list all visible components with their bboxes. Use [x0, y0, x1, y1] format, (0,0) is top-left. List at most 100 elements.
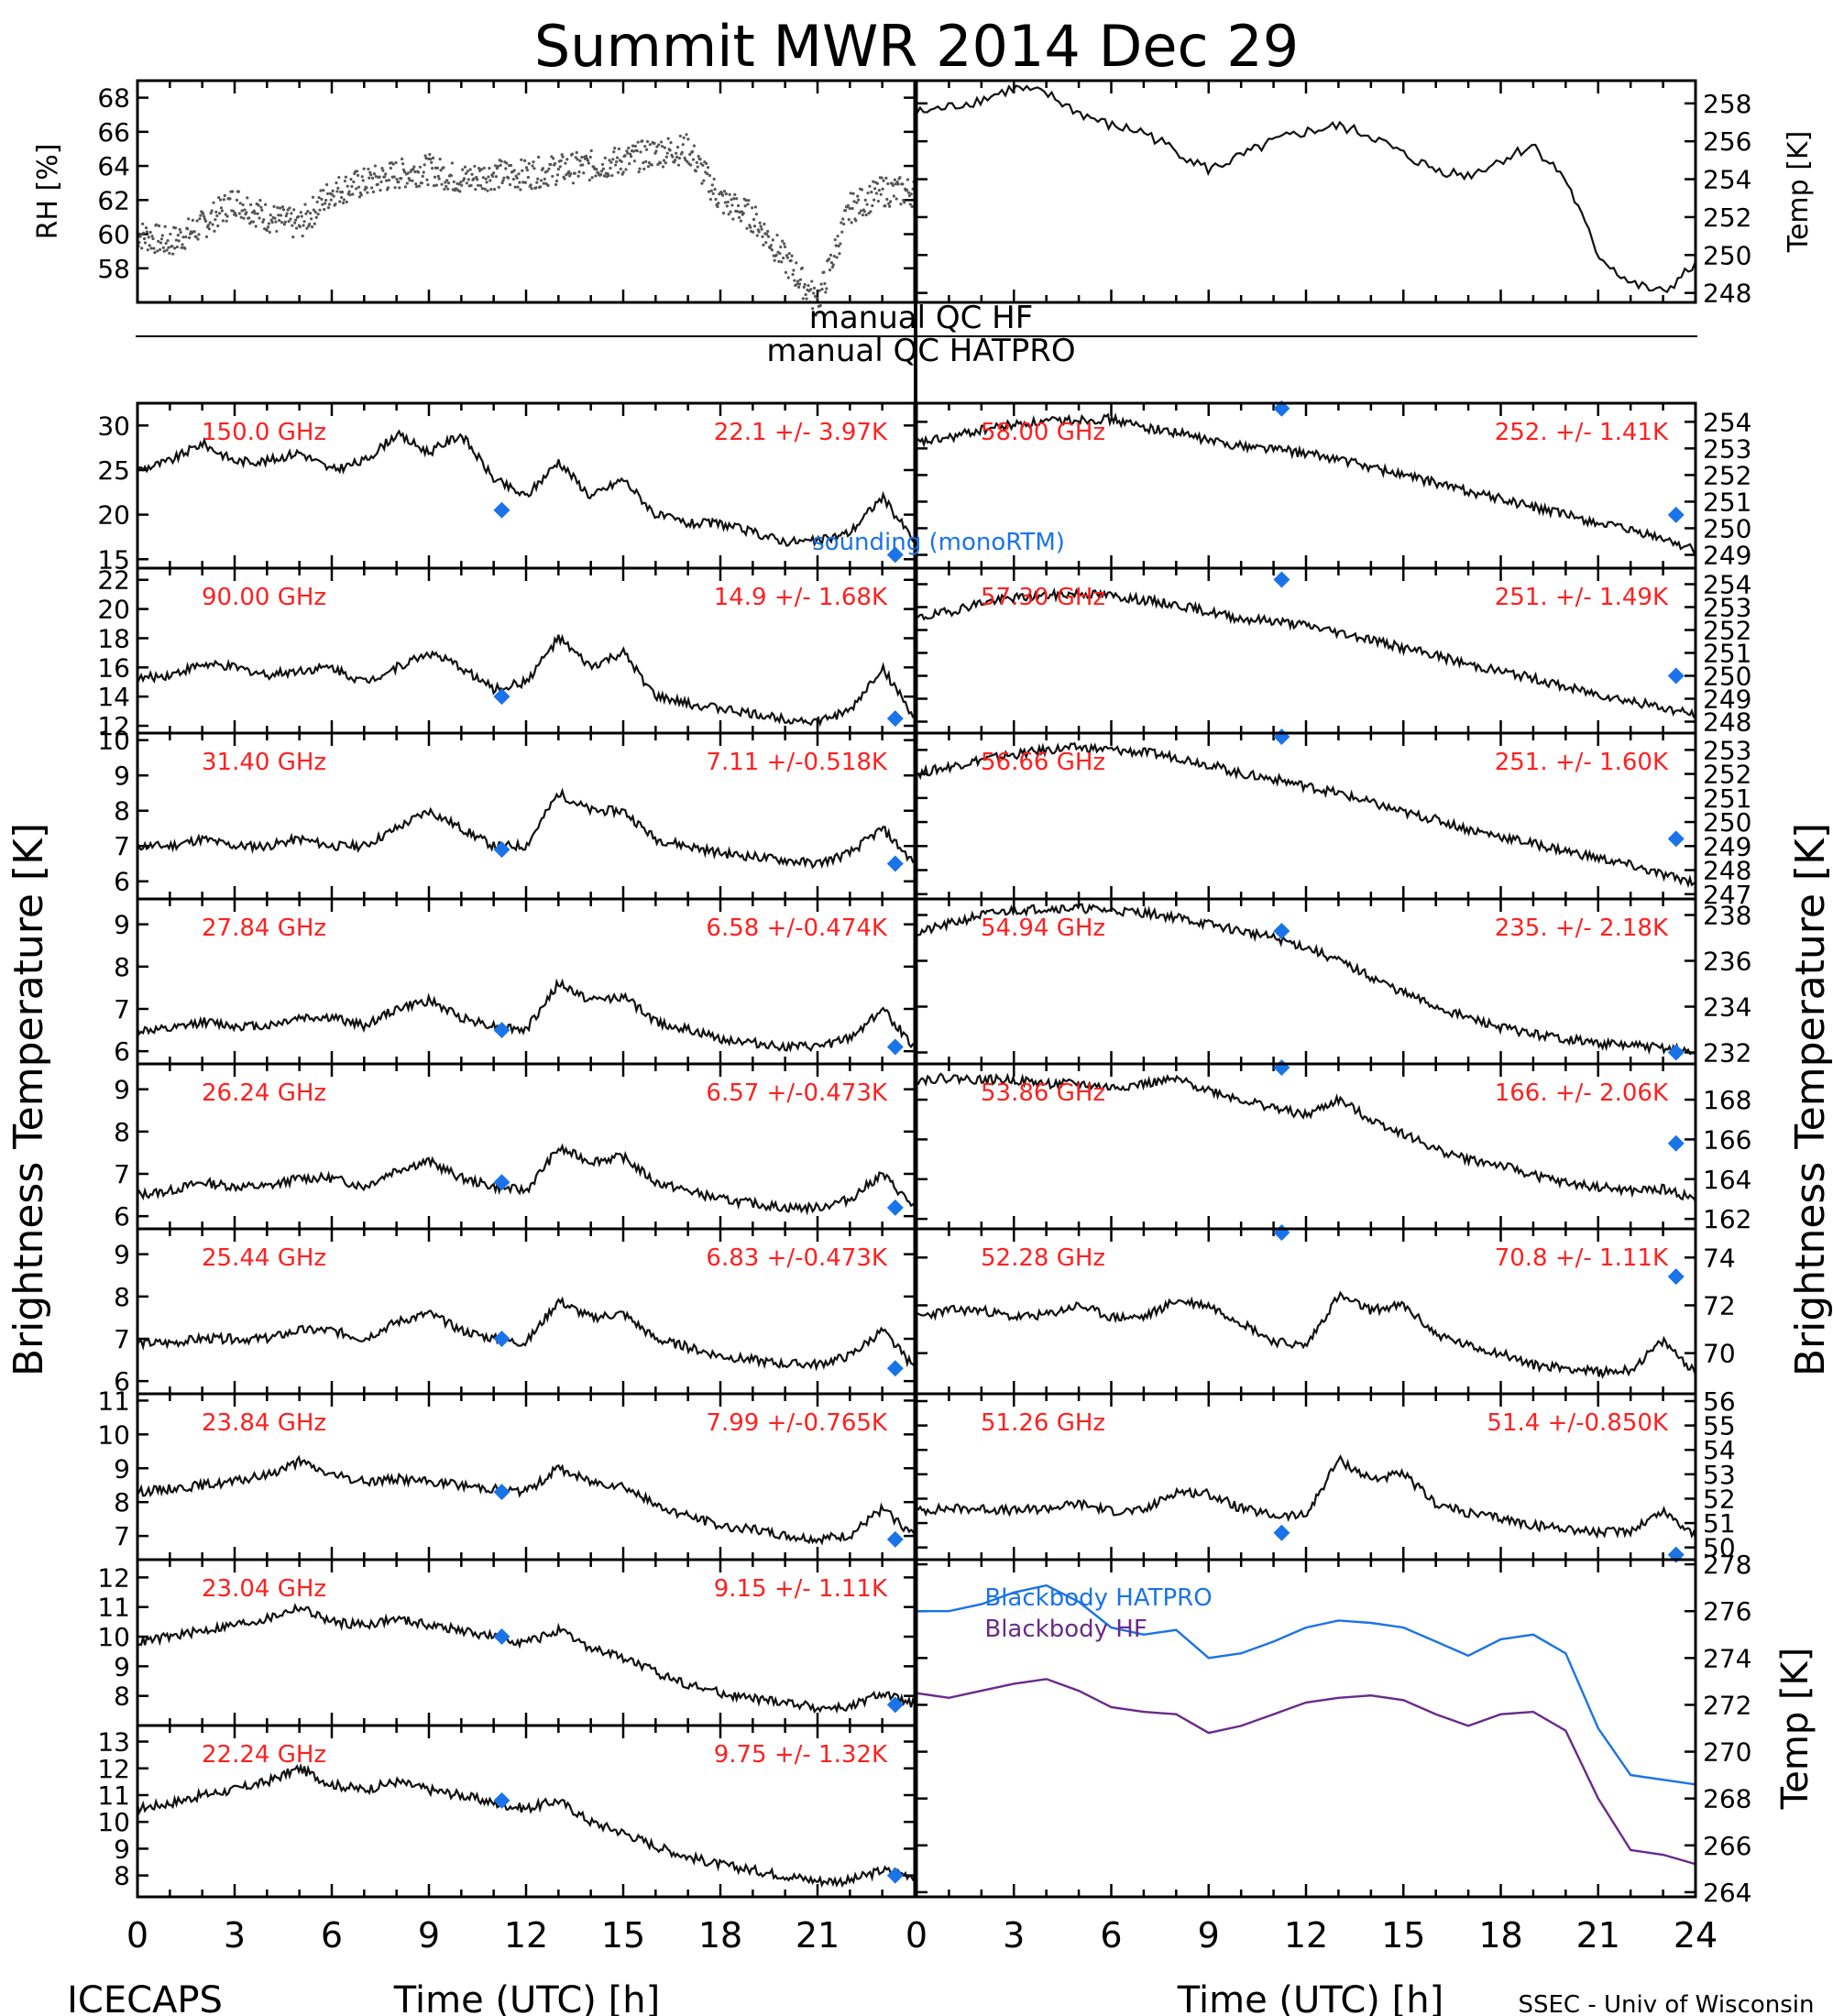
rh-point	[391, 162, 395, 166]
rh-point	[505, 161, 509, 165]
y-tick-label: 238	[1703, 901, 1751, 931]
series-line	[916, 1583, 1696, 1786]
rh-point	[840, 221, 843, 225]
rh-point	[803, 282, 807, 287]
rh-point	[395, 177, 399, 181]
sounding-marker	[493, 1628, 510, 1646]
rh-point	[424, 157, 428, 160]
series-line	[916, 1072, 1696, 1202]
rh-point	[212, 201, 215, 204]
rh-point	[359, 193, 363, 197]
rh-point	[356, 173, 360, 177]
x-tick-label: 21	[1576, 1915, 1620, 1956]
rh-point	[885, 197, 889, 202]
rh-point	[466, 170, 469, 173]
rh-point	[337, 175, 341, 180]
rh-point	[497, 185, 500, 189]
rh-point	[613, 147, 617, 150]
sounding-marker	[1667, 1044, 1685, 1061]
rh-point	[445, 184, 448, 188]
rh-point	[681, 143, 685, 147]
y-tick-label: 6	[114, 1036, 130, 1067]
rh-point	[787, 252, 791, 256]
rh-point	[431, 156, 435, 159]
rh-point	[578, 159, 582, 163]
rh-point	[313, 210, 317, 214]
rh-point	[470, 172, 474, 176]
y-tick-label: 10	[97, 1622, 130, 1652]
rh-point	[194, 235, 198, 239]
rh-point	[588, 155, 592, 159]
rh-point	[778, 252, 782, 256]
rh-point	[818, 289, 821, 292]
rh-point	[180, 246, 183, 249]
series-line	[137, 1454, 916, 1546]
y-tick-label: 252	[1703, 460, 1751, 490]
series-line	[916, 84, 1697, 294]
y-tick-label: 272	[1703, 1690, 1751, 1720]
x-tick-label: 9	[1198, 1915, 1220, 1956]
rh-point	[480, 187, 484, 191]
rh-point	[304, 212, 308, 215]
channel-stat: 14.9 +/- 1.68K	[714, 584, 888, 611]
rh-point	[310, 225, 314, 229]
rh-point	[804, 292, 807, 297]
rh-point	[574, 156, 577, 159]
rh-point	[816, 311, 819, 314]
rh-point	[513, 185, 517, 189]
sounding-marker	[1273, 729, 1290, 745]
rh-point	[389, 166, 392, 170]
rh-point	[521, 169, 524, 172]
rh-point	[660, 145, 664, 148]
rh-point	[198, 217, 202, 221]
rh-point	[363, 188, 367, 192]
y-tick-label: 247	[1703, 880, 1751, 910]
rh-point	[320, 197, 324, 201]
rh-point	[218, 198, 223, 202]
rh-point	[589, 148, 593, 153]
rh-point	[253, 212, 257, 215]
rh-point	[421, 174, 424, 178]
rh-point	[905, 188, 909, 192]
y-tick-label: 64	[97, 151, 130, 181]
rh-point	[865, 203, 869, 206]
rh-point	[279, 206, 282, 210]
x-tick-label: 6	[1100, 1915, 1122, 1956]
rh-point	[575, 150, 578, 155]
rh-point	[151, 236, 155, 241]
rh-point	[893, 178, 896, 181]
rh-point	[727, 213, 730, 216]
rh-point	[303, 203, 307, 206]
y-tick-label: 270	[1703, 1737, 1751, 1768]
rh-point	[344, 175, 347, 179]
rh-point	[659, 161, 663, 165]
series-line	[136, 787, 916, 870]
rh-point	[517, 172, 521, 176]
rh-point	[795, 261, 798, 265]
rh-point	[331, 189, 335, 192]
rh-point	[837, 244, 840, 248]
rh-point	[702, 179, 706, 182]
rh-point	[608, 159, 611, 162]
rh-point	[272, 204, 276, 208]
rh-point	[633, 144, 637, 148]
y-tick-label: 58	[97, 254, 130, 284]
rh-point	[439, 169, 443, 172]
rh-point	[692, 144, 697, 148]
rh-point	[849, 192, 852, 195]
rh-point	[782, 242, 786, 246]
rh-point	[611, 158, 615, 161]
rh-point	[282, 223, 286, 226]
rh-point	[642, 161, 645, 165]
sounding-marker	[1273, 1524, 1290, 1541]
rh-point	[252, 209, 256, 213]
rh-point	[449, 173, 454, 178]
rh-point	[393, 186, 397, 190]
rh-point	[529, 183, 532, 187]
rh-point	[413, 170, 417, 174]
rh-point	[142, 231, 146, 235]
rh-point	[519, 188, 522, 192]
